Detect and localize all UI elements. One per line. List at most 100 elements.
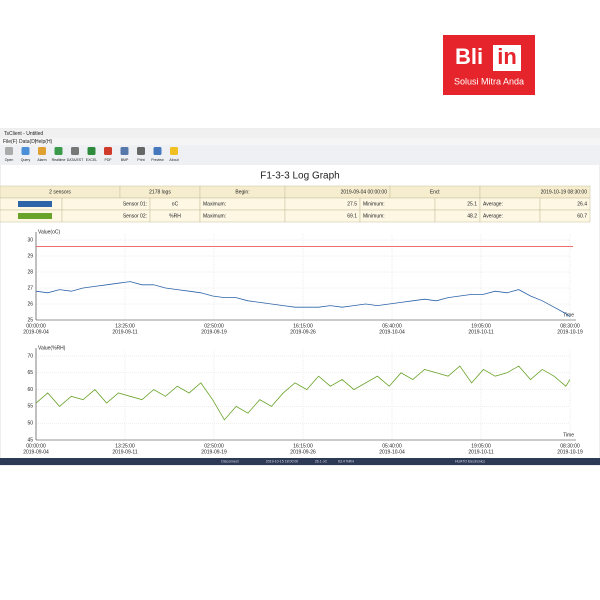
toolbar-icon[interactable] [153,147,162,155]
status-text: 26.1 oC [315,459,328,463]
x-tick-date: 2019-09-11 [112,329,137,335]
menu-item[interactable]: Help(H) [35,139,53,145]
table-text: Begin: [235,189,249,195]
y-tick-label: 30 [27,237,33,243]
x-tick-label: 00:00:00 [26,443,46,449]
menu-item[interactable]: File(F) [3,139,18,145]
table-text: Minimum: [363,213,385,219]
toolbar-label[interactable]: DATA/EST [67,158,84,162]
table-cell [539,209,591,223]
table-text: End: [430,189,440,195]
table-text: oC [172,201,179,207]
toolbar-icon[interactable] [54,147,63,155]
x-tick-date: 2019-09-04 [23,329,49,335]
y-tick-label: 45 [27,437,33,443]
menu-item[interactable]: Data(D) [19,139,37,145]
table-text: %RH [169,213,181,219]
toolbar-icon[interactable] [120,147,129,155]
table-text: Sensor 02: [123,213,147,219]
toolbar-label[interactable]: Realtime [52,158,66,162]
status-text: 63.4 %RH [338,459,354,463]
toolbar-label[interactable]: EXCEL [86,158,98,162]
table-text: 2019-10-19 08:30:00 [541,189,588,195]
x-tick-label: 02:50:00 [204,443,224,449]
table-text: 69.1 [347,213,357,219]
window-title: TsClient - Untitled [4,131,43,137]
y-tick-label: 65 [27,370,33,376]
y-tick-label: 70 [27,353,33,359]
x-tick-label: 08:30:00 [560,443,580,449]
table-text: 48.2 [467,213,477,219]
y-tick-label: 50 [27,421,33,427]
y-tick-label: 60 [27,387,33,393]
series-line [35,281,571,318]
toolbar-icon[interactable] [104,147,112,155]
x-tick-label: 16:15:00 [293,323,313,329]
table-text: Sensor 01: [123,201,147,207]
logo-tagline: Solusi Mitra Anda [454,76,524,86]
x-tick-date: 2019-09-11 [112,449,137,455]
toolbar [0,145,600,165]
x-tick-date: 2019-09-19 [201,329,227,335]
x-tick-label: 00:00:00 [26,323,46,329]
series-line [35,365,571,421]
toolbar-label[interactable]: PDF [105,158,112,162]
y-tick-label: 27 [27,285,33,291]
x-tick-date: 2019-09-26 [290,329,316,335]
toolbar-icon[interactable] [71,147,79,155]
x-tick-date: 2019-10-19 [557,329,583,335]
toolbar-label[interactable]: Query [21,158,31,162]
toolbar-label[interactable]: Alarm [37,158,46,162]
logo-box [493,45,521,71]
table-text: Maximum: [203,213,226,219]
app-window [0,128,600,466]
x-tick-date: 2019-10-11 [468,329,493,335]
y-axis-label: Value(%RH) [38,345,66,351]
table-text: 2178 logs [149,189,171,195]
toolbar-label[interactable]: BMP [121,158,129,162]
menu-bar [0,138,600,145]
x-tick-label: 02:50:00 [204,323,224,329]
y-tick-label: 29 [27,253,33,259]
table-text: 60.7 [577,213,587,219]
toolbar-icon[interactable] [38,147,46,155]
logo-text: Bli [455,44,483,69]
x-tick-label: 19:05:00 [471,443,491,449]
y-axis-label: Value(oC) [38,229,60,235]
x-tick-label: 05:40:00 [382,443,402,449]
x-tick-label: 05:40:00 [382,323,402,329]
table-text: 2019-09-04 00:00:00 [341,189,388,195]
toolbar-icon[interactable] [87,147,96,155]
x-tick-date: 2019-09-26 [290,449,316,455]
table-text: 25.1 [467,201,477,207]
y-tick-label: 55 [27,404,33,410]
x-tick-date: 2019-09-19 [201,449,227,455]
y-tick-label: 25 [27,317,33,323]
table-text: Maximum: [203,201,226,207]
table-text: Minimum: [363,201,385,207]
x-tick-label: 13:25:00 [115,323,135,329]
toolbar-label[interactable]: Preview [151,158,164,162]
toolbar-label[interactable]: About [169,158,178,162]
x-tick-date: 2019-10-04 [379,329,405,335]
sensor-swatch [18,201,52,207]
table-text: Average: [483,213,503,219]
toolbar-icon[interactable] [137,147,145,155]
toolbar-icon[interactable] [5,147,13,155]
sensor-swatch [18,213,52,219]
table-text: Average: [483,201,503,207]
x-tick-date: 2019-10-11 [468,449,493,455]
status-bar [0,458,600,465]
toolbar-icon[interactable] [21,147,30,155]
x-tick-label: 16:15:00 [293,443,313,449]
toolbar-label[interactable]: Print [137,158,144,162]
logo-text: in [497,44,517,69]
toolbar-label[interactable]: Open [5,158,14,162]
x-tick-label: 08:30:00 [560,323,580,329]
table-text: 26.4 [577,201,587,207]
toolbar-icon[interactable] [170,147,178,155]
x-tick-date: 2019-10-04 [379,449,405,455]
x-tick-date: 2019-10-19 [557,449,583,455]
y-tick-label: 26 [27,301,33,307]
